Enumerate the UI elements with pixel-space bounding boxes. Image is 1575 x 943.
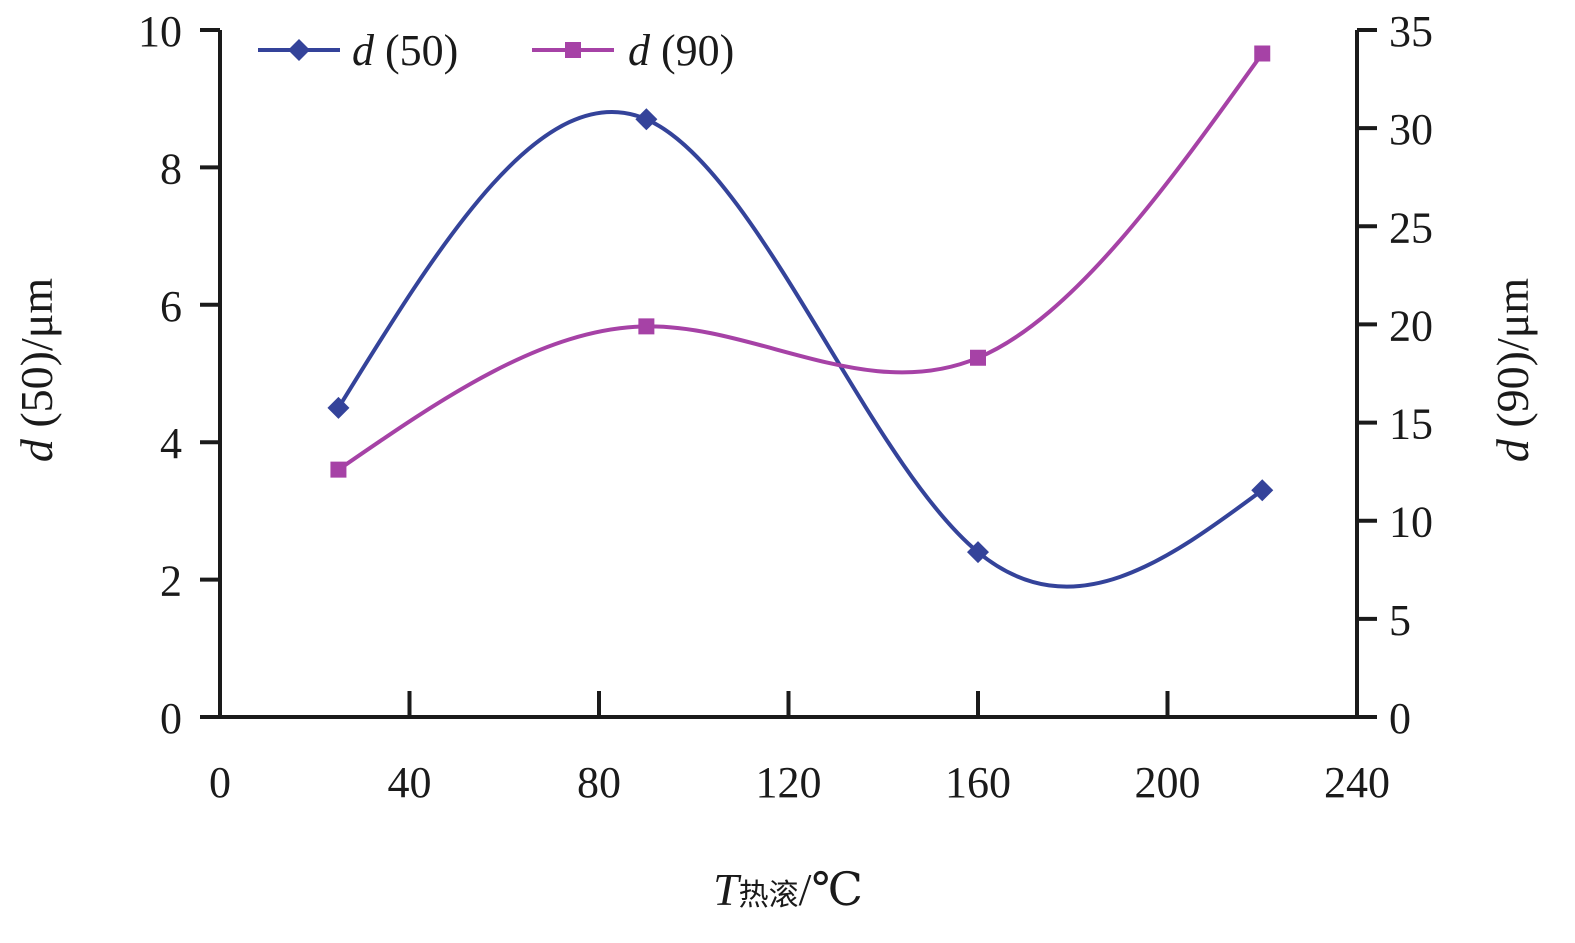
series-layer	[327, 45, 1274, 589]
series-line-d50	[336, 110, 1264, 589]
x-axis-title-subscript: 热滚	[739, 878, 799, 913]
y-right-tick-label: 20	[1389, 301, 1433, 350]
data-point-d50	[327, 396, 350, 419]
x-tick-label: 0	[209, 758, 231, 807]
legend-label-d90: d (90)	[628, 26, 734, 75]
x-tick-label: 80	[577, 758, 621, 807]
y-left-tick-label: 0	[160, 694, 182, 743]
y-left-axis-title: d (50)/μm	[11, 278, 62, 463]
x-axis-title-unit: /℃	[799, 864, 863, 915]
y-left-tick-label: 10	[138, 7, 182, 56]
y-right-tick-label: 35	[1389, 7, 1433, 56]
y-left-tick-label: 8	[160, 144, 182, 193]
y-left-tick-label: 4	[160, 419, 182, 468]
y-left-axis-title-rest: (50)/μm	[11, 278, 62, 440]
x-tick-label: 40	[388, 758, 432, 807]
data-point-d90	[330, 461, 347, 478]
data-point-d90	[970, 349, 986, 366]
y-left-tick-label: 6	[160, 282, 182, 331]
x-tick-label: 160	[945, 758, 1011, 807]
x-ticks: 0 40 80 120 160 200 240	[209, 691, 1390, 807]
y-right-tick-label: 0	[1389, 694, 1411, 743]
legend: d (50) d (90)	[258, 26, 734, 75]
data-point-d90	[1254, 45, 1271, 62]
x-tick-label: 120	[756, 758, 822, 807]
data-point-d50	[967, 541, 989, 564]
legend-label-d50: d (50)	[352, 26, 458, 75]
y-left-tick-label: 2	[160, 557, 182, 606]
data-point-d50	[1251, 479, 1274, 502]
series-line-d90	[337, 52, 1264, 472]
x-axis-title: T热滚/℃	[713, 864, 863, 915]
y-right-axis-title-italic: d	[1487, 438, 1538, 462]
legend-label-d90-italic: d	[628, 26, 651, 75]
data-point-d50	[635, 108, 658, 131]
legend-marker-d90	[565, 42, 581, 58]
y-right-axis-title-rest: (90)/μm	[1487, 278, 1538, 440]
legend-marker-d50	[288, 39, 310, 61]
y-left-ticks: 0 2 4 6 8 10	[138, 7, 220, 743]
y-right-tick-label: 30	[1389, 105, 1433, 154]
x-tick-label: 240	[1324, 758, 1390, 807]
y-right-tick-label: 15	[1389, 400, 1433, 449]
y-right-ticks: 0 5 10 15 20 25 30 35	[1357, 7, 1433, 743]
legend-label-d50-rest: (50)	[374, 26, 458, 75]
legend-label-d50-italic: d	[352, 26, 375, 75]
y-right-tick-label: 25	[1389, 203, 1433, 252]
y-left-axis-title-italic: d	[11, 438, 62, 462]
x-axis-title-italic: T	[713, 864, 742, 915]
x-tick-label: 200	[1135, 758, 1201, 807]
plot-frame	[218, 30, 1359, 719]
data-point-d90	[638, 318, 655, 335]
y-right-axis-title: d (90)/μm	[1487, 278, 1538, 463]
y-right-tick-label: 10	[1389, 498, 1433, 547]
y-right-tick-label: 5	[1389, 596, 1411, 645]
legend-label-d90-rest: (90)	[650, 26, 734, 75]
